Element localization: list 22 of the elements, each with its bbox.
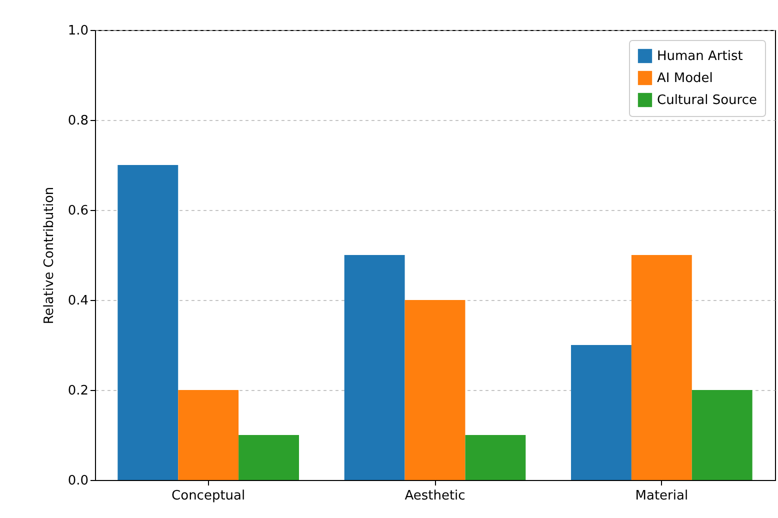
x-tick-label: Aesthetic xyxy=(404,488,466,504)
bar xyxy=(631,255,692,480)
bar xyxy=(404,300,466,480)
x-tick-label: Material xyxy=(635,488,688,504)
bar xyxy=(178,390,239,480)
y-tick-label: 1.0 xyxy=(68,24,88,38)
bar xyxy=(465,435,526,480)
x-tick-label: Conceptual xyxy=(172,488,246,504)
y-tick-label: 0.0 xyxy=(68,474,88,488)
y-tick-label: 0.8 xyxy=(68,114,88,128)
legend-label: Human Artist xyxy=(657,49,743,64)
y-tick-label: 0.2 xyxy=(68,384,88,398)
bar xyxy=(692,390,752,480)
bar xyxy=(344,255,405,480)
y-axis-title: Relative Contribution xyxy=(42,186,57,324)
bar xyxy=(571,345,632,480)
bar xyxy=(118,165,178,480)
bar xyxy=(238,435,299,480)
y-tick-label: 0.4 xyxy=(68,294,88,308)
y-tick-label: 0.6 xyxy=(68,204,88,218)
legend-label: AI Model xyxy=(657,71,713,86)
legend-label: Cultural Source xyxy=(657,93,757,108)
